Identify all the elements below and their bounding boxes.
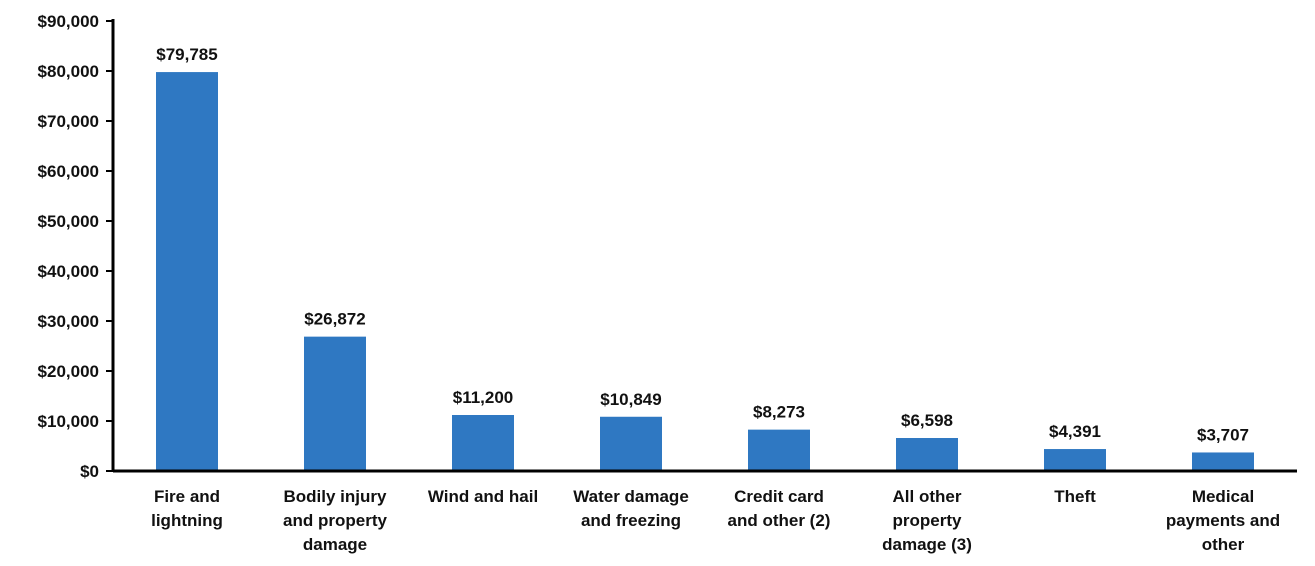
data-label: $26,872 xyxy=(304,310,365,329)
bar xyxy=(304,336,366,471)
x-tick-label: Theft xyxy=(1054,487,1096,506)
x-tick-label: Medical payments and other xyxy=(1166,487,1280,554)
data-label: $10,849 xyxy=(600,390,661,409)
data-label: $3,707 xyxy=(1197,425,1249,444)
bar xyxy=(600,416,662,471)
data-label: $79,785 xyxy=(156,45,217,64)
y-tick-label: $30,000 xyxy=(38,312,99,331)
bar xyxy=(748,429,810,471)
x-tick-label: Fire and lightning xyxy=(151,487,223,530)
y-tick-label: $40,000 xyxy=(38,262,99,281)
x-tick-label: All other property damage (3) xyxy=(882,487,972,554)
data-label: $4,391 xyxy=(1049,422,1101,441)
x-tick-label: Water damage and freezing xyxy=(573,487,689,530)
x-tick-label: Wind and hail xyxy=(428,487,538,506)
y-tick-label: $0 xyxy=(80,462,99,481)
y-tick-label: $20,000 xyxy=(38,362,99,381)
bar xyxy=(156,72,218,471)
bar xyxy=(452,415,514,471)
x-tick-label: Credit card and other (2) xyxy=(728,487,831,530)
y-tick-label: $10,000 xyxy=(38,412,99,431)
bar xyxy=(1192,452,1254,471)
y-tick-label: $60,000 xyxy=(38,162,99,181)
data-label: $8,273 xyxy=(753,403,805,422)
x-tick-label: Bodily injury and property damage xyxy=(283,487,387,554)
data-label: $6,598 xyxy=(901,411,953,430)
y-tick-label: $50,000 xyxy=(38,212,99,231)
bar xyxy=(896,438,958,471)
bar xyxy=(1044,449,1106,471)
y-tick-label: $90,000 xyxy=(38,12,99,31)
y-tick-label: $80,000 xyxy=(38,62,99,81)
y-tick-label: $70,000 xyxy=(38,112,99,131)
data-label: $11,200 xyxy=(453,388,514,407)
